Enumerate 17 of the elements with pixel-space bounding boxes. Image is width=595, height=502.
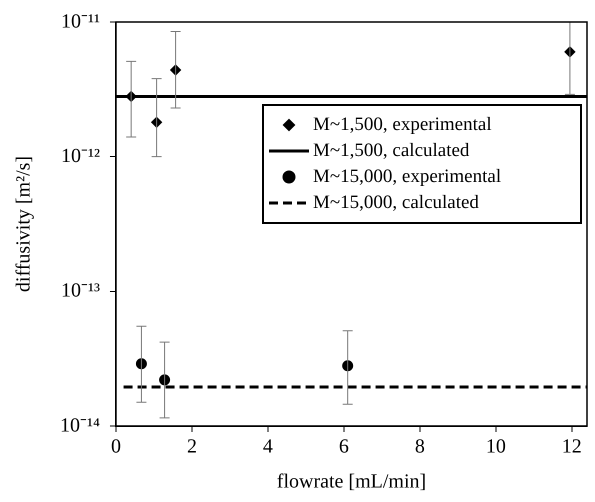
y-tick-label: 10⁻¹¹ — [60, 10, 100, 32]
legend-label: M~1,500, experimental — [313, 114, 492, 135]
legend-label: M~15,000, calculated — [313, 192, 480, 213]
y-tick-label: 10⁻¹⁴ — [60, 414, 100, 436]
x-axis-title: flowrate [mL/min] — [276, 470, 426, 492]
x-tick-label: 4 — [262, 435, 273, 458]
legend-label: M~15,000, experimental — [313, 166, 502, 187]
x-tick-label: 2 — [186, 435, 197, 458]
x-tick-label: 0 — [110, 435, 121, 458]
y-axis-title: diffusivity [m²/s] — [12, 156, 34, 292]
legend-label: M~1,500, calculated — [313, 140, 470, 161]
x-tick-label: 6 — [338, 435, 349, 458]
y-tick-label: 10⁻¹³ — [60, 280, 100, 302]
y-tick-label: 10⁻¹² — [60, 144, 100, 167]
x-tick-label: 12 — [562, 435, 582, 458]
x-tick-label: 8 — [414, 435, 425, 458]
x-tick-label: 10 — [486, 435, 506, 458]
